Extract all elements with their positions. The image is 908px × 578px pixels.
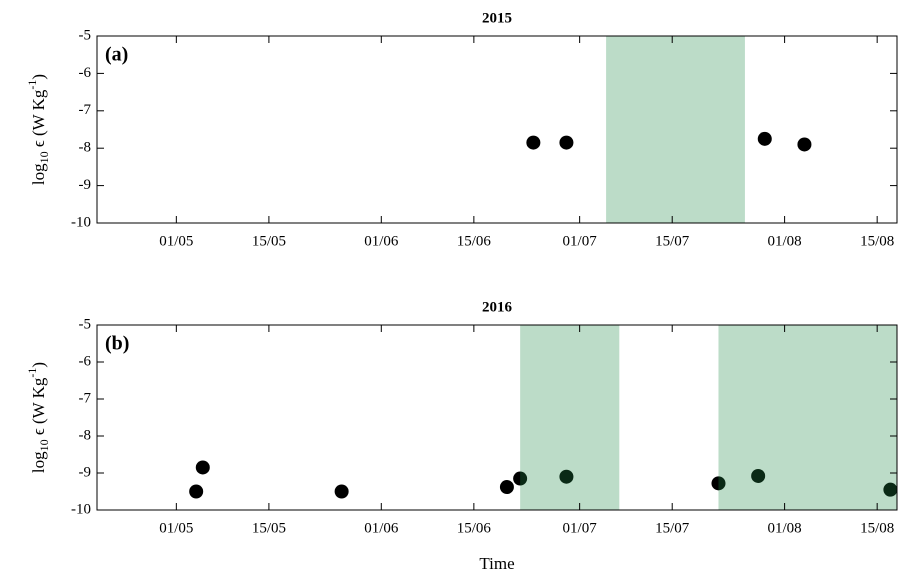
y-tick-label: -6	[79, 65, 92, 81]
x-tick-label: 01/05	[159, 520, 193, 536]
panel-label: (a)	[105, 44, 128, 66]
data-point	[751, 468, 766, 483]
data-point	[711, 476, 726, 491]
x-tick-label: 01/07	[563, 233, 598, 249]
plot-frame	[96, 324, 898, 511]
x-tick-label: 15/07	[655, 233, 690, 249]
x-tick-label: 15/08	[860, 233, 894, 249]
y-axis-label: log10 ϵ (W Kg-1)	[25, 362, 51, 473]
y-tick-label: -7	[79, 102, 92, 118]
y-axis-label-part: 10	[37, 439, 51, 451]
data-point	[559, 135, 574, 150]
y-axis-label-part: log	[29, 451, 48, 473]
x-tick-label: 01/05	[159, 233, 193, 249]
x-tick-label: 01/08	[768, 520, 802, 536]
y-tick-label: -6	[79, 353, 92, 369]
data-point	[526, 135, 541, 150]
y-axis-label-part: log	[29, 163, 48, 185]
shaded-region	[520, 325, 620, 510]
panel-label: (b)	[105, 333, 129, 355]
x-tick-label: 15/06	[457, 233, 492, 249]
y-tick-label: -7	[79, 390, 92, 406]
data-point	[189, 484, 204, 499]
y-tick-label: -10	[71, 501, 91, 517]
y-axis-label-part: -1	[25, 368, 39, 378]
y-axis-label-part: -1	[25, 80, 39, 90]
chart-title: 2015	[482, 10, 512, 26]
data-point	[499, 480, 514, 495]
x-tick-label: 01/06	[364, 233, 399, 249]
x-tick-label: 01/06	[364, 520, 399, 536]
x-tick-label: 15/08	[860, 520, 894, 536]
x-tick-label: 15/05	[252, 233, 286, 249]
plot-frame	[96, 35, 898, 224]
y-axis-label-part: ϵ (W Kg	[29, 89, 48, 151]
y-tick-label: -9	[79, 177, 92, 193]
y-tick-label: -5	[79, 27, 92, 43]
y-axis-label: log10 ϵ (W Kg-1)	[25, 74, 51, 185]
data-point	[797, 137, 812, 152]
data-point	[757, 131, 772, 146]
y-axis-label-part: )	[29, 362, 48, 368]
x-tick-label: 15/05	[252, 520, 286, 536]
data-point	[195, 460, 210, 475]
y-tick-label: -5	[79, 316, 92, 332]
data-point	[513, 471, 528, 486]
y-tick-label: -8	[79, 140, 92, 156]
y-axis-label-part: )	[29, 74, 48, 80]
x-tick-label: 01/08	[768, 233, 802, 249]
data-point	[559, 469, 574, 484]
shaded-region	[606, 36, 745, 223]
data-point	[334, 484, 349, 499]
y-tick-label: -8	[79, 427, 92, 443]
y-tick-label: -9	[79, 464, 92, 480]
y-tick-label: -10	[71, 214, 91, 230]
chart-title: 2016	[482, 299, 513, 315]
y-axis-label-part: ϵ (W Kg	[29, 377, 48, 439]
x-axis-label: Time	[479, 554, 514, 573]
x-tick-label: 15/07	[655, 520, 690, 536]
x-tick-label: 15/06	[457, 520, 492, 536]
x-tick-label: 01/07	[563, 520, 598, 536]
data-point	[883, 482, 898, 497]
shaded-region	[718, 325, 897, 510]
y-axis-label-part: 10	[37, 151, 51, 163]
